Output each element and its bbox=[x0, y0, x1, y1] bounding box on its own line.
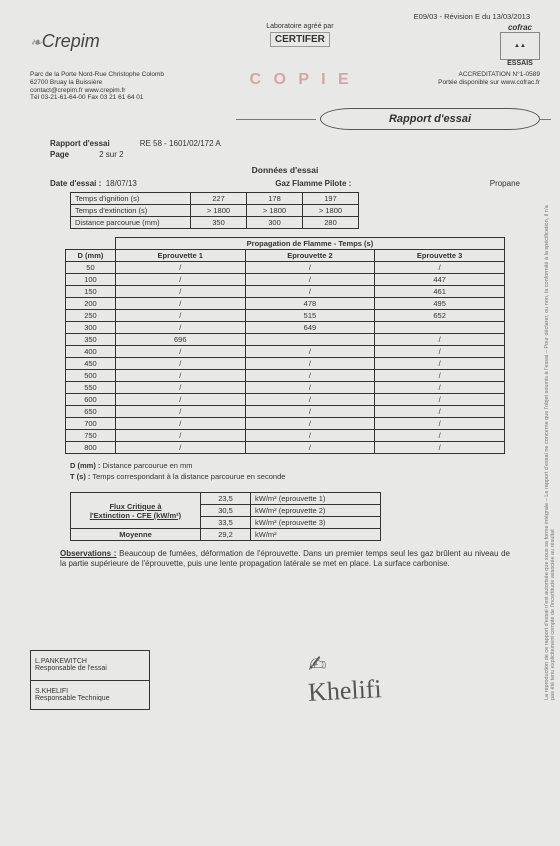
cofrac-logo: cofrac ▲▲ ESSAIS bbox=[500, 23, 540, 67]
crepim-logo: ❧Crepim bbox=[30, 23, 100, 52]
sig-box-2: S.KHELIFI Responsable Technique bbox=[30, 680, 150, 710]
report-title: Rapport d'essai bbox=[320, 108, 540, 130]
address-row: Parc de la Porte Nord-Rue Christophe Col… bbox=[30, 71, 540, 102]
certifer-block: Laboratoire agréé par CERTIFER bbox=[266, 23, 333, 47]
meta-block: Rapport d'essai RE 58 - 1601/02/172 A Pa… bbox=[50, 138, 540, 160]
signature-graphic: ✍︎ Khelifi bbox=[150, 650, 540, 710]
copie-stamp: C O P I E bbox=[249, 71, 352, 102]
date-line: Date d'essai : 18/07/13 Gaz Flamme Pilot… bbox=[50, 179, 520, 188]
definitions: D (mm) : Distance parcourue en mm T (s) … bbox=[70, 460, 540, 483]
signature-area: L.PANKEWITCH Responsable de l'essai S.KH… bbox=[30, 650, 540, 710]
flux-table: Flux Critique àl'Extinction - CFE (kW/m²… bbox=[70, 492, 381, 541]
ignition-table: Temps d'ignition (s)227178197Temps d'ext… bbox=[70, 192, 359, 229]
section-heading: Données d'essai bbox=[30, 165, 540, 175]
sig-box-1: L.PANKEWITCH Responsable de l'essai bbox=[30, 650, 150, 680]
header: ❧Crepim Laboratoire agréé par CERTIFER c… bbox=[30, 23, 540, 67]
observations: Observations : Beaucoup de fumées, défor… bbox=[60, 549, 510, 570]
propagation-table: Propagation de Flamme - Temps (s)D (mm)E… bbox=[65, 237, 505, 454]
revision-line: E09/03 - Révision E du 13/03/2013 bbox=[30, 12, 540, 21]
side-disclaimer: La reproduction de ce rapport d'essai n'… bbox=[544, 200, 556, 700]
